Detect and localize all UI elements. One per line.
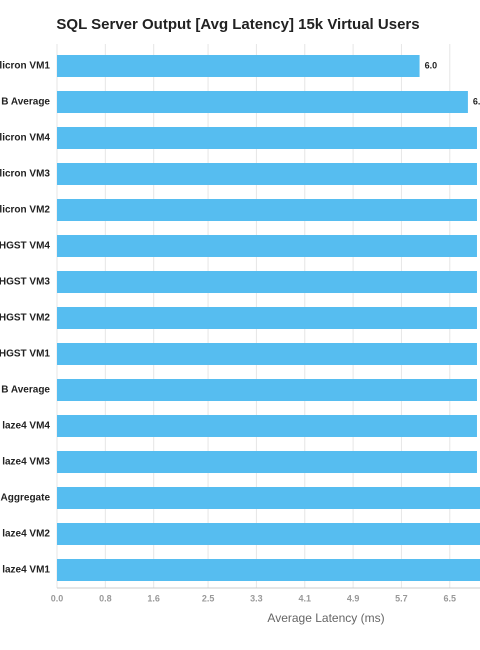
category-label: laze4 VM2 (2, 529, 50, 540)
bar (57, 379, 477, 401)
value-label: 6.8 (473, 96, 480, 106)
bar (57, 91, 468, 113)
x-tick-label: 4.9 (347, 593, 360, 603)
category-label: laze4 VM3 (2, 457, 50, 468)
x-tick-label: 4.1 (298, 593, 311, 603)
category-label: licron VM1 (0, 61, 50, 72)
x-axis-title: Average Latency (ms) (267, 611, 384, 625)
x-tick-label: 5.7 (395, 593, 408, 603)
category-label: HGST VM2 (0, 313, 50, 324)
bar (57, 415, 477, 437)
bar (57, 127, 477, 149)
category-label: laze4 VM1 (2, 565, 50, 576)
bar (57, 235, 477, 257)
category-label: B Average (1, 97, 50, 108)
x-tick-label: 3.3 (250, 593, 263, 603)
category-label: licron VM3 (0, 169, 50, 180)
bar (57, 343, 477, 365)
x-tick-label: 1.6 (147, 593, 160, 603)
category-label: HGST VM3 (0, 277, 50, 288)
bar (57, 163, 477, 185)
category-label: HGST VM4 (0, 241, 50, 252)
bar (57, 523, 480, 545)
x-tick-label: 0.8 (99, 593, 112, 603)
category-label: licron VM4 (0, 133, 50, 144)
value-label: 6.0 (425, 60, 438, 70)
x-tick-label: 2.5 (202, 593, 215, 603)
bar (57, 487, 480, 509)
bar (57, 271, 477, 293)
chart-title: SQL Server Output [Avg Latency] 15k Virt… (56, 16, 419, 33)
category-label: B Average (1, 385, 50, 396)
bar (57, 55, 420, 77)
bar (57, 451, 477, 473)
category-label: licron VM2 (0, 205, 50, 216)
category-label: HGST VM1 (0, 349, 50, 360)
category-label: laze4 VM4 (2, 421, 50, 432)
bar (57, 199, 477, 221)
bar (57, 559, 480, 581)
category-label: Aggregate (1, 493, 51, 504)
x-tick-label: 6.5 (444, 593, 457, 603)
x-tick-label: 0.0 (51, 593, 64, 603)
bar (57, 307, 477, 329)
